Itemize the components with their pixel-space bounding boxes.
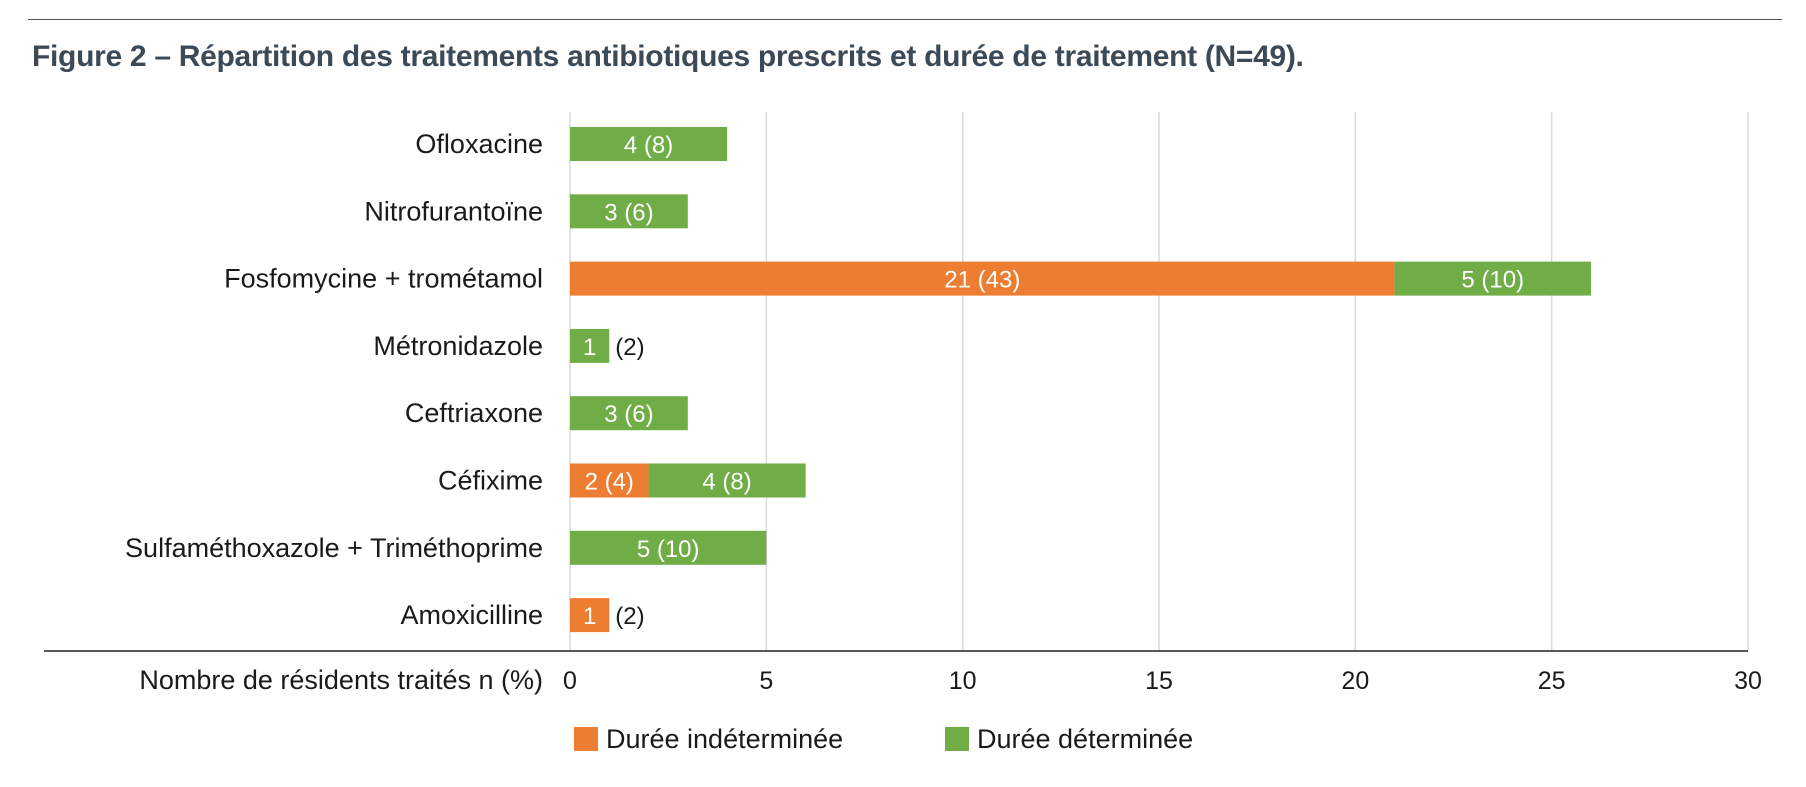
legend-label: Durée indéterminée bbox=[606, 724, 843, 754]
x-tick-label: 20 bbox=[1341, 667, 1369, 695]
category-label: Ceftriaxone bbox=[405, 398, 543, 428]
grid-lines bbox=[569, 112, 1749, 651]
bar-segment bbox=[570, 127, 728, 161]
x-axis-label: Nombre de résidents traités n (%) bbox=[139, 665, 543, 695]
x-tick-label: 25 bbox=[1538, 667, 1566, 695]
category-label: Amoxicilline bbox=[400, 600, 543, 630]
category-label: Nitrofurantoïne bbox=[364, 196, 543, 226]
legend-swatch bbox=[574, 727, 598, 751]
bars: 4 (8) 3 (6) 21 (43) 5 (10) 1 (2) 3 (6) 2 (4) 4 (… bbox=[570, 127, 1591, 633]
data-label: 2 (4) bbox=[585, 469, 634, 496]
category-label: Ofloxacine bbox=[415, 129, 543, 159]
x-tick-label: 10 bbox=[949, 667, 977, 695]
bar-segment bbox=[570, 598, 610, 633]
data-label: 1 bbox=[583, 334, 596, 361]
data-label: 5 (10) bbox=[1461, 267, 1524, 294]
bar-segment bbox=[570, 463, 649, 498]
data-label: 5 (10) bbox=[637, 536, 700, 563]
x-tick-label: 30 bbox=[1734, 667, 1762, 695]
legend-swatch bbox=[945, 727, 969, 751]
category-labels: Ofloxacine Nitrofurantoïne Fosfomycine + t… bbox=[125, 129, 543, 630]
bar-segment bbox=[1394, 261, 1591, 296]
category-label: Fosfomycine + trométamol bbox=[224, 264, 543, 294]
bar-segment bbox=[570, 328, 610, 363]
x-tick-label: 0 bbox=[563, 667, 577, 695]
top-rule bbox=[28, 19, 1782, 20]
data-label: 4 (8) bbox=[702, 469, 751, 496]
legend-label: Durée déterminée bbox=[977, 724, 1193, 754]
bar-segment bbox=[570, 194, 688, 229]
x-tick-labels: 0 5 10 15 20 25 30 bbox=[563, 667, 1762, 695]
data-label: (2) bbox=[615, 603, 644, 630]
bar-segment bbox=[570, 396, 688, 431]
bar-segment bbox=[570, 261, 1395, 296]
data-label: 3 (6) bbox=[604, 401, 653, 428]
x-tick-label: 5 bbox=[759, 667, 773, 695]
x-tick-label: 15 bbox=[1145, 667, 1173, 695]
category-label: Métronidazole bbox=[373, 331, 543, 361]
data-label: 3 (6) bbox=[604, 199, 653, 226]
category-label: Céfixime bbox=[438, 466, 543, 496]
data-label: 21 (43) bbox=[944, 267, 1020, 294]
legend: Durée indéterminée Durée déterminée bbox=[574, 724, 1193, 754]
category-label: Sulfaméthoxazole + Triméthoprime bbox=[125, 533, 543, 563]
data-label: 4 (8) bbox=[624, 132, 673, 159]
bar-segment bbox=[570, 530, 767, 565]
figure-title: Figure 2 – Répartition des traitements a… bbox=[32, 40, 1304, 73]
data-label: (2) bbox=[615, 334, 644, 361]
data-label: 1 bbox=[583, 603, 596, 630]
bar-segment bbox=[648, 463, 806, 498]
